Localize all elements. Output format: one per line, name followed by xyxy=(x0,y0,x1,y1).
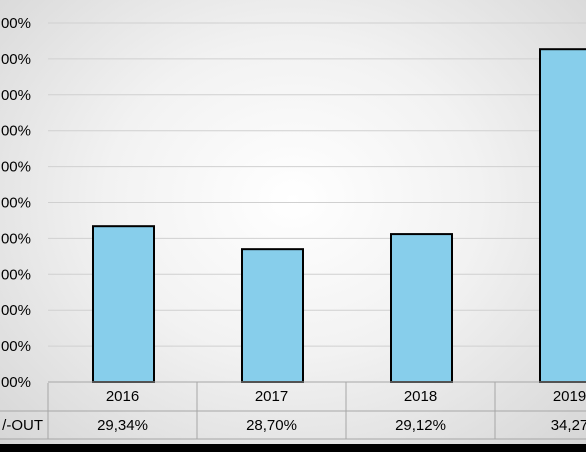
y-tick-label: 00% xyxy=(1,87,31,104)
x-tick-label: 2019 xyxy=(553,388,586,405)
y-tick-label: 00% xyxy=(1,195,31,212)
y-tick-label: 00% xyxy=(1,302,31,319)
x-tick-label: 2017 xyxy=(255,388,288,405)
data-table: 2016 29,34% 2017 28,70% 2018 29,12% 2019 34,27 /… xyxy=(0,381,586,440)
bar-2018 xyxy=(390,233,453,383)
y-tick-label: 00% xyxy=(1,159,31,176)
bars xyxy=(92,48,586,383)
y-tick-label: 00% xyxy=(1,338,31,355)
data-table-cell: 28,70% xyxy=(246,417,297,434)
data-table-cell: 29,34% xyxy=(97,417,148,434)
y-tick-label: 00% xyxy=(1,230,31,247)
y-tick-label: 00% xyxy=(1,123,31,140)
x-tick-label: 2016 xyxy=(106,388,139,405)
data-table-cell: 29,12% xyxy=(395,417,446,434)
x-tick-label: 2018 xyxy=(404,388,437,405)
data-table-row-label: /-OUT xyxy=(2,417,43,434)
y-tick-label: 00% xyxy=(1,15,31,32)
y-tick-label: 00% xyxy=(1,266,31,283)
y-axis-tick-labels: 00% 00% 00% 00% 00% 00% 00% 00% 00% 00% 00% xyxy=(1,15,31,391)
bar-2019 xyxy=(539,48,586,383)
bar-2017 xyxy=(241,248,304,383)
y-tick-label: 00% xyxy=(1,51,31,68)
bar-2016 xyxy=(92,225,155,383)
data-table-cell: 34,27 xyxy=(551,417,586,434)
y-tick-label: 00% xyxy=(1,374,31,391)
